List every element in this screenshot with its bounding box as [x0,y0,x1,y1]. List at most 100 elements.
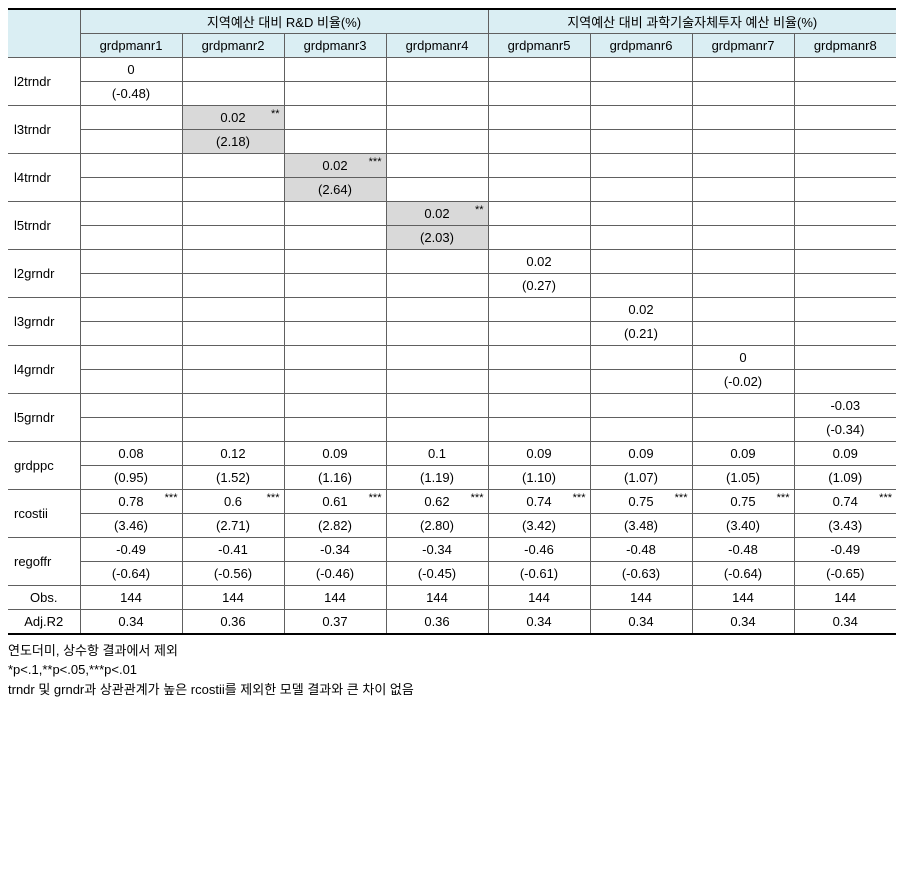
cell-value [182,250,284,274]
cell-value: (1.05) [692,466,794,490]
cell-value: (1.52) [182,466,284,490]
column-header: grdpmanr7 [692,34,794,58]
cell-value [488,82,590,106]
significance-stars: *** [267,492,280,504]
cell-value: 0.75*** [692,490,794,514]
cell-value: (2.80) [386,514,488,538]
cell-value: (3.42) [488,514,590,538]
cell-value [590,154,692,178]
cell-value [284,82,386,106]
cell-value [590,202,692,226]
significance-stars: *** [675,492,688,504]
cell-value [692,154,794,178]
cell-value: 0.34 [794,610,896,634]
cell-value: 0.02** [386,202,488,226]
footnote-line: *p<.1,**p<.05,***p<.01 [8,660,896,680]
cell-value [794,58,896,82]
cell-value [182,418,284,442]
cell-value [284,394,386,418]
cell-value [590,346,692,370]
cell-value: 0.09 [794,442,896,466]
cell-value [182,322,284,346]
cell-value [386,154,488,178]
cell-value [284,130,386,154]
cell-value: 0.74*** [794,490,896,514]
column-header: grdpmanr1 [80,34,182,58]
cell-value: 0 [80,58,182,82]
cell-value: -0.03 [794,394,896,418]
cell-value: (0.27) [488,274,590,298]
cell-value: (3.48) [590,514,692,538]
cell-value [794,298,896,322]
cell-value: (-0.64) [80,562,182,586]
column-header: grdpmanr4 [386,34,488,58]
cell-value: 0.09 [590,442,692,466]
cell-value [692,250,794,274]
cell-value: 0.08 [80,442,182,466]
row-label: regoffr [8,538,80,586]
cell-value [590,178,692,202]
cell-value [386,394,488,418]
cell-value: 0.34 [488,610,590,634]
cell-value [692,58,794,82]
cell-value [794,130,896,154]
cell-value: 0.02** [182,106,284,130]
cell-value [692,298,794,322]
cell-value [488,202,590,226]
cell-value: (-0.02) [692,370,794,394]
cell-value [488,418,590,442]
cell-value [182,298,284,322]
cell-value: (-0.61) [488,562,590,586]
cell-value: -0.46 [488,538,590,562]
cell-value: 0.34 [590,610,692,634]
cell-value [590,250,692,274]
significance-stars: *** [369,156,382,168]
cell-value: 0 [692,346,794,370]
cell-value: (-0.64) [692,562,794,586]
cell-value [488,322,590,346]
cell-value [386,250,488,274]
regression-table: 지역예산 대비 R&D 비율(%) 지역예산 대비 과학기술자체투자 예산 비율… [8,8,896,635]
header-group-2: 지역예산 대비 과학기술자체투자 예산 비율(%) [488,9,896,34]
cell-value [488,154,590,178]
cell-value [590,226,692,250]
cell-value [692,394,794,418]
cell-value [386,346,488,370]
significance-stars: *** [777,492,790,504]
cell-value [80,130,182,154]
cell-value [80,418,182,442]
header-blank [8,9,80,58]
cell-value: (1.09) [794,466,896,490]
cell-value [80,394,182,418]
row-label: l4grndr [8,346,80,394]
footnote-line: trndr 및 grndr과 상관관계가 높은 rcostii를 제외한 모델 … [8,680,896,700]
cell-value [182,394,284,418]
cell-value: (2.82) [284,514,386,538]
cell-value: 0.34 [80,610,182,634]
cell-value [794,250,896,274]
cell-value: -0.41 [182,538,284,562]
cell-value: 0.75*** [590,490,692,514]
cell-value [80,178,182,202]
cell-value: 144 [590,586,692,610]
cell-value [488,298,590,322]
cell-value [80,370,182,394]
column-header: grdpmanr5 [488,34,590,58]
cell-value: (-0.45) [386,562,488,586]
cell-value [488,346,590,370]
cell-value: (1.19) [386,466,488,490]
cell-value [80,202,182,226]
cell-value: (-0.63) [590,562,692,586]
cell-value [386,418,488,442]
header-group-1: 지역예산 대비 R&D 비율(%) [80,9,488,34]
column-header: grdpmanr8 [794,34,896,58]
cell-value [80,106,182,130]
cell-value: 0.34 [692,610,794,634]
cell-value [488,370,590,394]
cell-value: 0.74*** [488,490,590,514]
cell-value [182,178,284,202]
cell-value [284,226,386,250]
cell-value: 0.61*** [284,490,386,514]
cell-value [590,394,692,418]
significance-stars: *** [471,492,484,504]
